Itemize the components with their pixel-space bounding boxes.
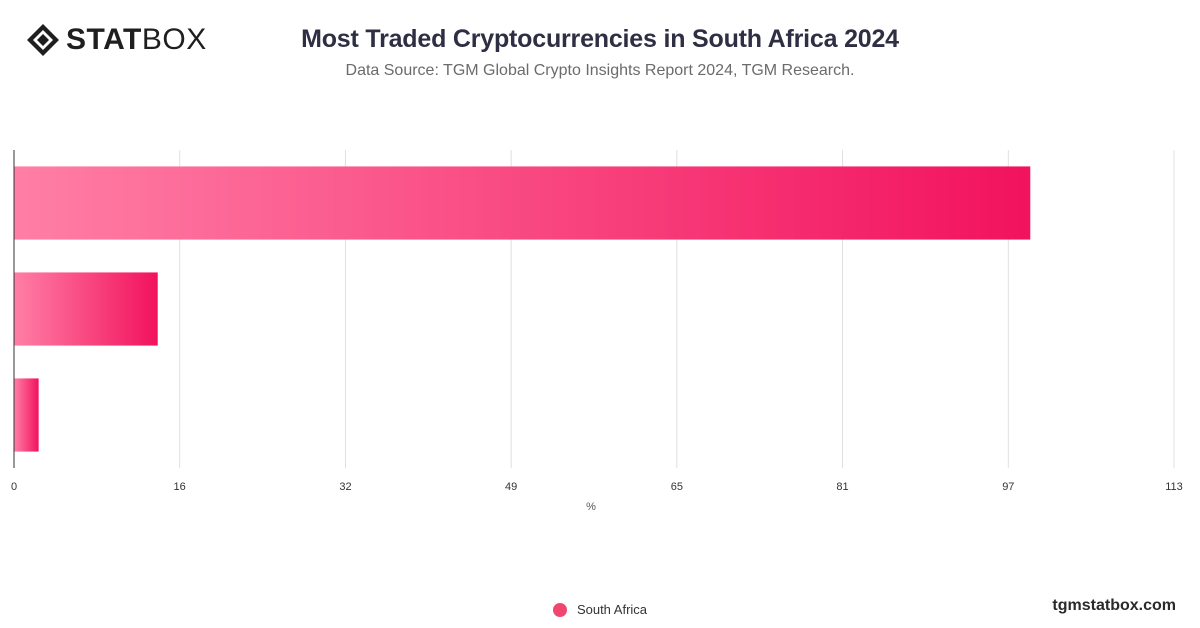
- bar[interactable]: [14, 166, 1031, 240]
- bar[interactable]: [14, 272, 158, 346]
- chart-subtitle: Data Source: TGM Global Crypto Insights …: [345, 62, 855, 79]
- x-tick-label: 0: [11, 481, 17, 493]
- logo-text-light: BOX: [141, 23, 207, 56]
- bars: [14, 166, 1031, 452]
- logo-text-bold: STAT: [66, 23, 142, 56]
- x-tick-label: 97: [1002, 481, 1014, 493]
- x-tick-label: 16: [174, 481, 186, 493]
- bar-chart: 0 16 32 49 65 81 97 113%: [11, 150, 1183, 513]
- legend: South Africa: [0, 602, 1200, 617]
- x-tick-label: 65: [671, 481, 683, 493]
- chart-title: Most Traded Cryptocurrencies in South Af…: [301, 25, 899, 53]
- x-tick-label: 81: [836, 481, 848, 493]
- x-axis: 0 16 32 49 65 81 97 113%: [11, 150, 1183, 513]
- x-tick-label: 32: [339, 481, 351, 493]
- statbox-logo: STATBOX: [26, 22, 207, 58]
- x-tick-label: 49: [505, 481, 517, 493]
- logo-text: STATBOX: [66, 25, 207, 55]
- legend-label[interactable]: South Africa: [576, 602, 648, 617]
- bar[interactable]: [14, 378, 39, 452]
- x-tick-label: 113: [1165, 481, 1183, 493]
- grid-lines: [179, 150, 1175, 468]
- x-axis-title: %: [586, 501, 596, 513]
- legend-marker-icon: [552, 602, 567, 617]
- website-watermark: tgmstatbox.com: [1052, 597, 1176, 614]
- diamond-logo-icon: [27, 24, 59, 56]
